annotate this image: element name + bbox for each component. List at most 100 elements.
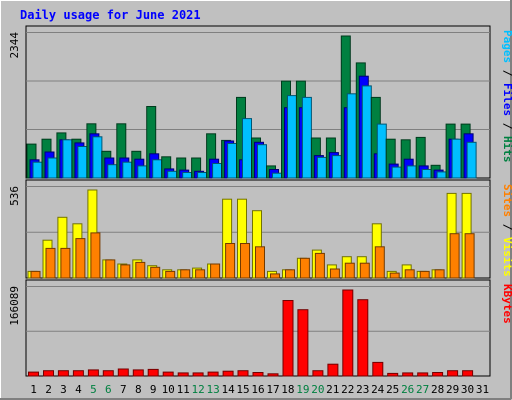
bar-kbytes-day-12	[192, 372, 204, 377]
axis-legend-part: Visits	[501, 237, 512, 277]
bar-sites-day-7	[120, 264, 131, 279]
x-tick-label-day-31: 31	[476, 383, 489, 396]
axis-legend-pages-files-hits: Pages / Files / Hits	[501, 30, 512, 163]
x-tick-label-day-6: 6	[105, 383, 112, 396]
bar-pages-day-5	[92, 136, 103, 179]
bar-kbytes-day-24	[372, 361, 384, 377]
bar-pages-day-11	[182, 172, 193, 179]
bar-sites-day-8	[135, 261, 146, 279]
x-tick-label-day-15: 15	[236, 383, 249, 396]
x-tick-label-day-23: 23	[356, 383, 369, 396]
bar-pages-day-15	[242, 118, 252, 179]
axis-legend-kbytes: KBytes	[501, 284, 512, 324]
x-tick-label-day-8: 8	[135, 383, 142, 396]
bar-pages-day-9	[152, 159, 163, 179]
bar-sites-day-3	[60, 247, 71, 279]
axis-legend-part: Files	[501, 83, 512, 116]
x-tick-label-day-7: 7	[120, 383, 127, 396]
bar-pages-day-17	[272, 172, 282, 179]
bar-sites-day-1	[30, 270, 41, 279]
bar-pages-day-4	[77, 146, 88, 179]
bar-pages-day-29	[451, 138, 462, 179]
bar-kbytes-day-30	[462, 370, 474, 377]
bar-sites-day-27	[419, 270, 430, 279]
bar-kbytes-day-29	[447, 370, 459, 377]
chart-title: Daily usage for June 2021	[20, 8, 201, 22]
bar-pages-day-1	[32, 161, 43, 179]
y-max-label: 536	[8, 186, 21, 206]
bar-kbytes-day-19	[297, 309, 309, 377]
bar-pages-day-22	[346, 93, 357, 179]
x-tick-label-day-20: 20	[311, 383, 324, 396]
bar-sites-day-4	[75, 238, 86, 279]
axis-legend-part: KBytes	[501, 284, 512, 324]
bar-sites-day-13	[210, 263, 221, 279]
x-tick-label-day-17: 17	[266, 383, 279, 396]
bar-sites-day-2	[45, 247, 56, 279]
bar-pages-day-26	[406, 165, 417, 179]
bar-sites-day-22	[344, 262, 355, 279]
bar-kbytes-day-21	[327, 363, 339, 377]
bar-pages-day-30	[466, 141, 477, 179]
x-tick-label-day-29: 29	[446, 383, 459, 396]
bar-kbytes-day-14	[222, 370, 234, 377]
x-tick-label-day-11: 11	[177, 383, 190, 396]
x-tick-label-day-22: 22	[341, 383, 354, 396]
bar-kbytes-day-10	[162, 371, 174, 377]
bar-kbytes-day-2	[43, 370, 54, 377]
x-tick-label-day-1: 1	[30, 383, 37, 396]
bar-pages-day-25	[391, 166, 402, 179]
axis-legend-part: Pages	[501, 30, 512, 63]
x-tick-label-day-14: 14	[221, 383, 235, 396]
x-tick-label-day-19: 19	[296, 383, 309, 396]
bar-kbytes-day-6	[102, 370, 114, 377]
bar-kbytes-day-11	[177, 372, 189, 377]
x-tick-label-day-4: 4	[75, 383, 82, 396]
bar-kbytes-day-26	[402, 372, 414, 377]
bar-sites-day-24	[374, 246, 385, 279]
panel-pages-files-hits: 2344 Pages / Files / Hits	[8, 25, 512, 179]
bar-kbytes-day-23	[357, 299, 369, 377]
bar-sites-day-10	[165, 270, 176, 279]
bar-sites-day-18	[285, 269, 295, 279]
bar-kbytes-day-4	[72, 370, 84, 377]
bar-pages-day-27	[421, 169, 432, 179]
panel-frame	[25, 279, 491, 377]
panel-visits-sites: 536 Sites / Visits	[8, 179, 512, 279]
bar-sites-day-26	[404, 269, 415, 279]
bar-pages-day-18	[287, 95, 297, 179]
bar-sites-day-6	[105, 259, 116, 279]
bar-kbytes-day-28	[432, 372, 444, 377]
bar-kbytes-day-20	[312, 370, 324, 377]
bar-pages-day-21	[331, 155, 342, 179]
bar-kbytes-day-16	[252, 372, 264, 377]
x-tick-label-day-16: 16	[251, 383, 264, 396]
x-tick-label-day-10: 10	[162, 383, 175, 396]
bar-kbytes-day-17	[267, 373, 279, 377]
bar-sites-day-21	[329, 268, 340, 279]
panel-kbytes: 166089 KBytes	[8, 279, 512, 377]
bar-sites-day-29	[449, 233, 460, 279]
x-tick-label-day-9: 9	[150, 383, 157, 396]
bar-kbytes-day-22	[342, 289, 354, 377]
chart-panels: 2344 Pages / Files / Hits 536 Sites / Visit…	[8, 25, 512, 377]
x-tick-label-day-26: 26	[401, 383, 414, 396]
x-tick-label-day-5: 5	[90, 383, 97, 396]
x-tick-label-day-13: 13	[206, 383, 219, 396]
bar-sites-day-16	[255, 246, 265, 279]
bar-pages-day-14	[227, 143, 238, 179]
bar-sites-day-20	[314, 252, 325, 279]
bar-pages-day-12	[197, 172, 208, 179]
x-axis-labels: 1 2 3 4 5 6 7 8 9 10 11 12 13 14 15 16 17 18 19 20 21 22 23 24 2…	[30, 383, 489, 396]
bar-kbytes-day-5	[87, 369, 99, 377]
bar-pages-day-3	[62, 139, 73, 179]
x-tick-label-day-28: 28	[431, 383, 444, 396]
bar-pages-day-8	[137, 165, 148, 179]
x-tick-label-day-12: 12	[191, 383, 204, 396]
bar-kbytes-day-8	[132, 369, 144, 377]
bar-sites-day-12	[195, 269, 206, 279]
bar-kbytes-day-7	[117, 368, 129, 377]
bar-sites-day-17	[270, 273, 280, 279]
x-tick-label-day-2: 2	[45, 383, 52, 396]
